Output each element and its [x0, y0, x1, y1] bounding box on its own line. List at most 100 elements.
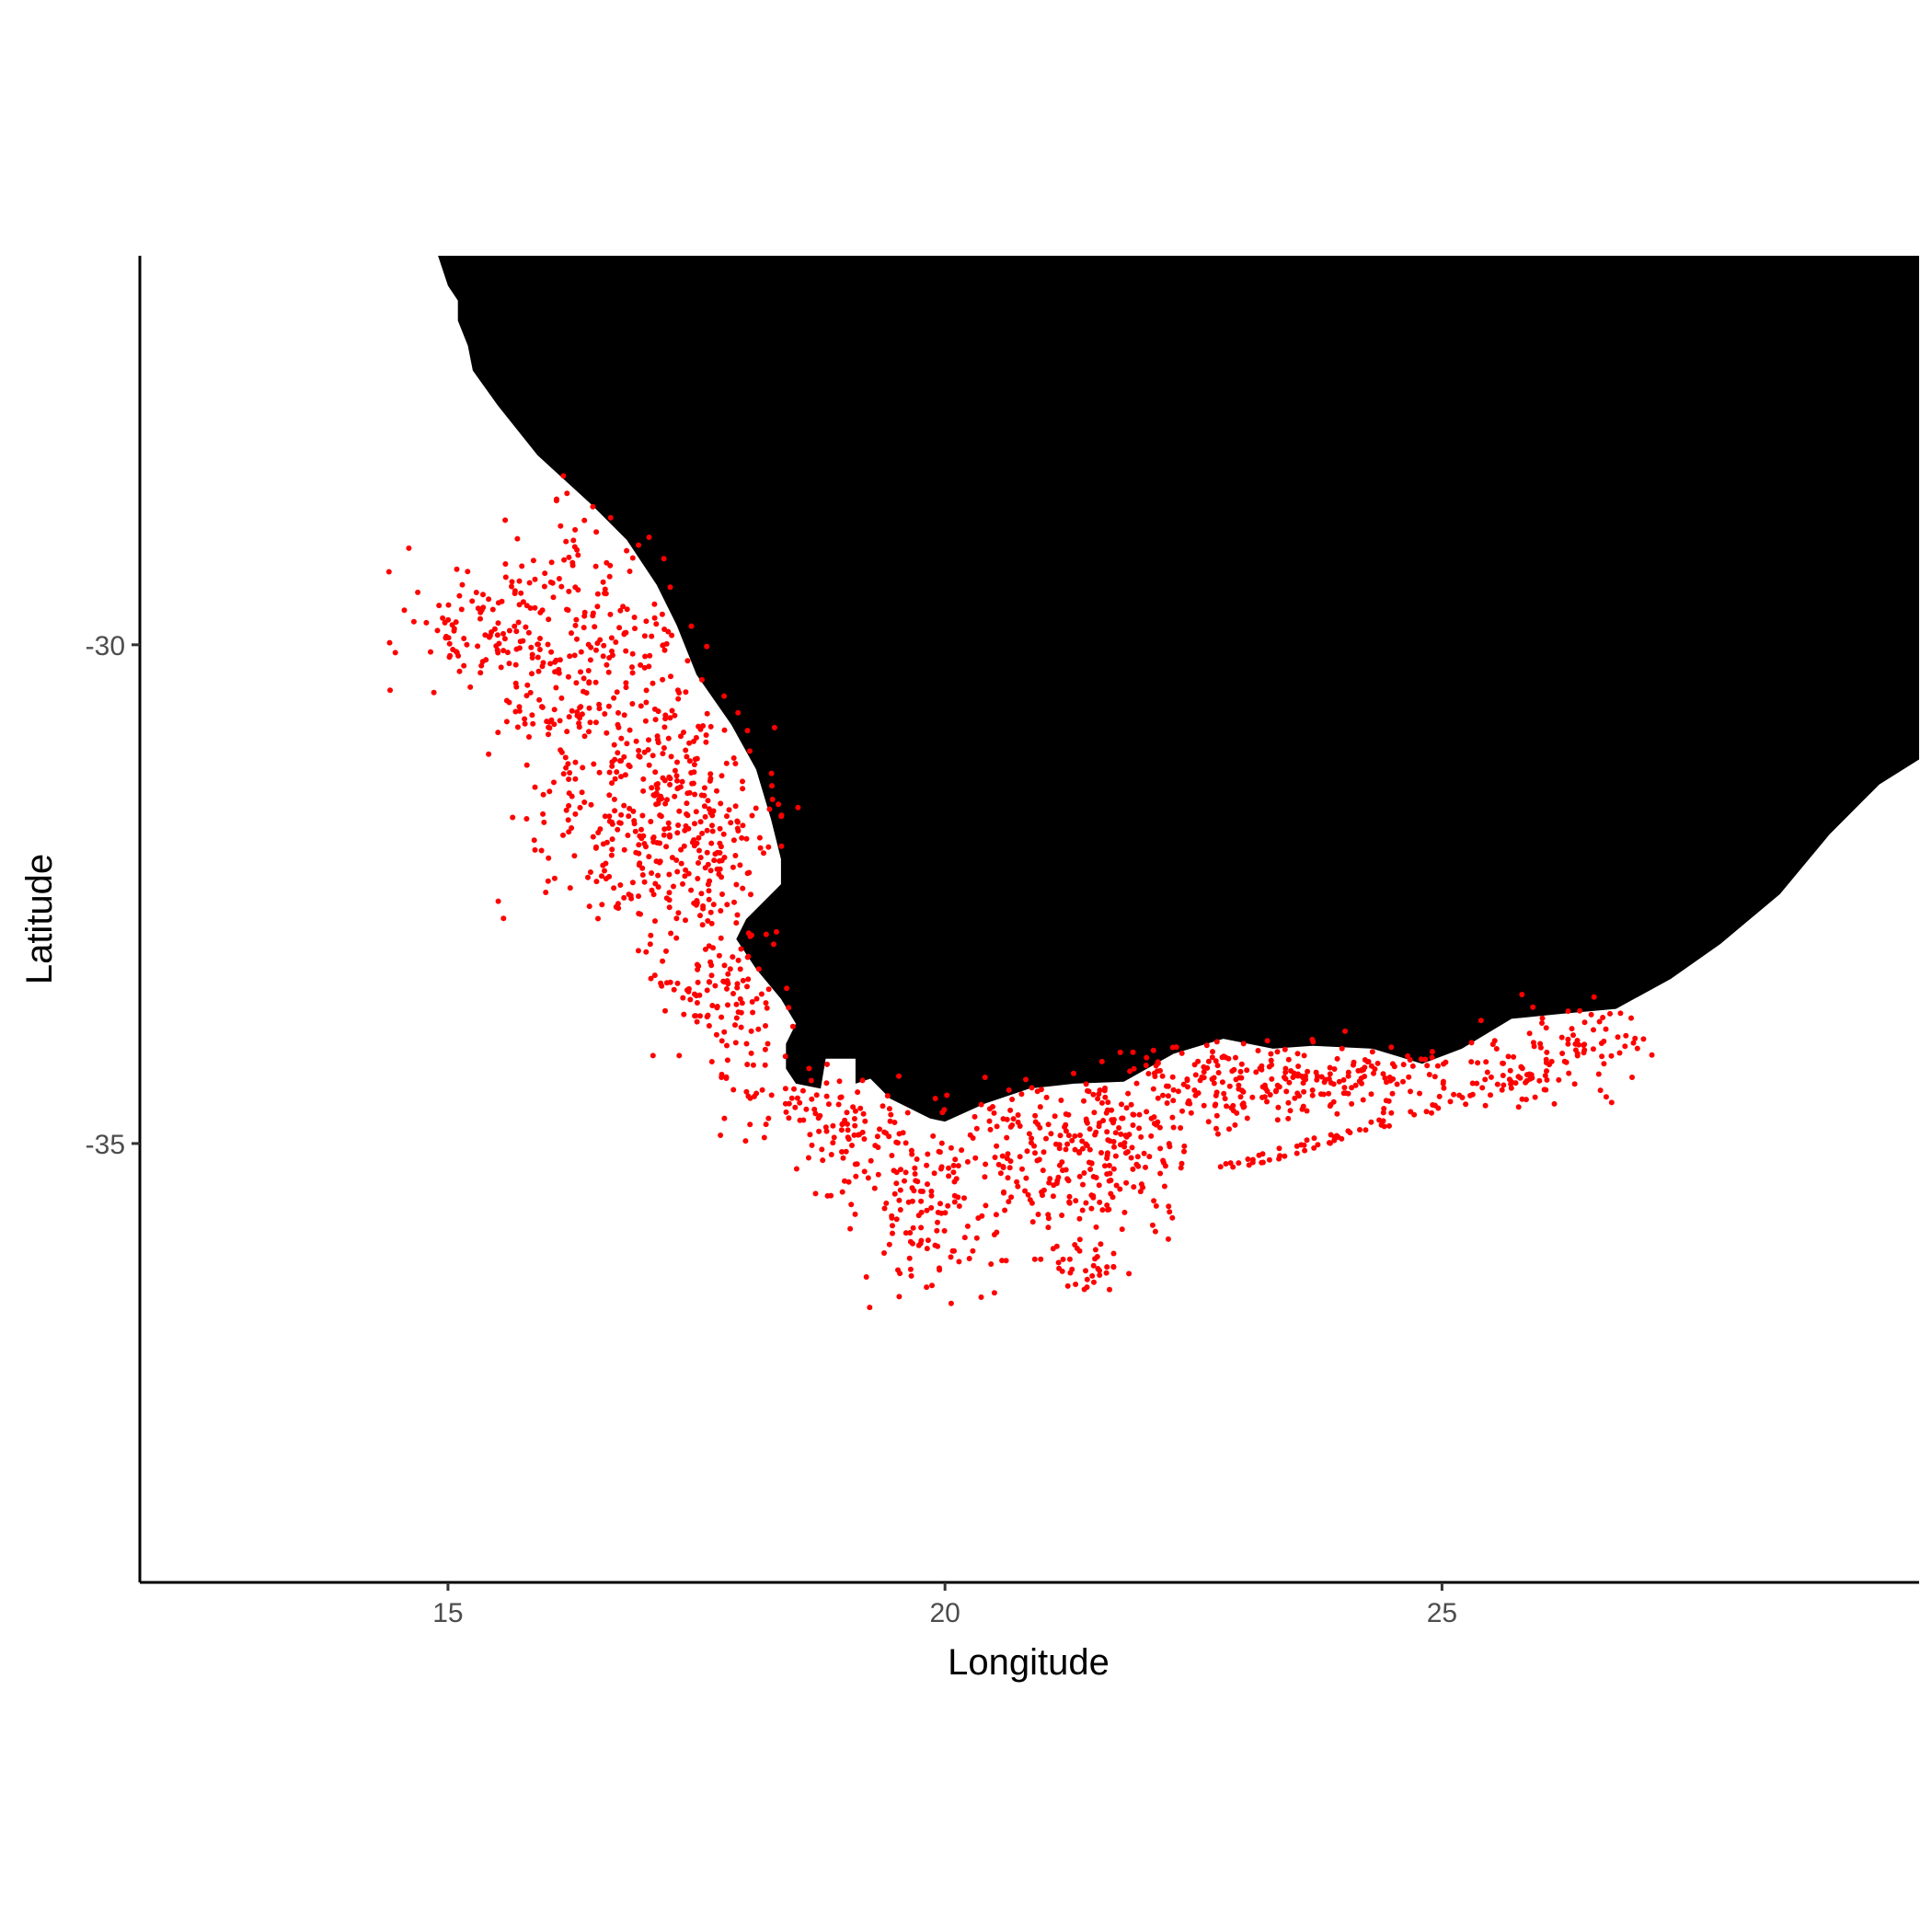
observation-point	[692, 756, 698, 763]
observation-point	[761, 850, 766, 857]
observation-point	[1336, 1078, 1342, 1085]
observation-point	[1095, 1266, 1101, 1271]
observation-point	[691, 843, 697, 849]
observation-point	[1577, 1007, 1583, 1014]
observation-point	[1191, 1087, 1198, 1093]
observation-point	[535, 654, 541, 661]
observation-point	[1565, 1008, 1571, 1015]
observation-point	[558, 583, 565, 590]
observation-point	[557, 657, 563, 663]
observation-point	[738, 946, 744, 952]
observation-point	[581, 688, 586, 695]
observation-point	[1565, 1036, 1571, 1042]
observation-point	[1170, 1098, 1177, 1104]
observation-point	[948, 1144, 954, 1151]
observation-point	[738, 1024, 744, 1030]
observation-point	[966, 1256, 972, 1261]
observation-point	[486, 751, 492, 757]
observation-point	[727, 966, 733, 972]
observation-point	[1507, 1067, 1513, 1074]
observation-point	[547, 579, 554, 585]
observation-point	[1181, 1143, 1188, 1149]
observation-point	[454, 566, 460, 572]
observation-point	[678, 860, 684, 867]
observation-point	[877, 1126, 882, 1133]
observation-point	[1110, 1263, 1117, 1270]
observation-point	[1407, 1057, 1413, 1063]
observation-point	[1081, 1170, 1087, 1176]
observation-point	[512, 623, 518, 629]
observation-point	[1188, 1110, 1194, 1116]
observation-point	[862, 1118, 868, 1124]
observation-point	[649, 870, 655, 876]
observation-point	[1360, 1097, 1366, 1103]
observation-point	[530, 558, 536, 564]
observation-point	[1201, 1069, 1207, 1075]
observation-point	[658, 980, 664, 986]
observation-point	[540, 811, 546, 817]
observation-point	[908, 1272, 914, 1279]
observation-point	[538, 847, 545, 854]
observation-point	[669, 855, 675, 861]
observation-point	[1102, 1163, 1108, 1169]
observation-point	[1150, 1047, 1156, 1053]
observation-point	[545, 641, 551, 648]
observation-point	[606, 769, 613, 776]
observation-point	[1213, 1125, 1219, 1132]
observation-point	[1105, 1207, 1110, 1213]
observation-point	[1056, 1265, 1063, 1271]
observation-point	[887, 1118, 893, 1124]
observation-point	[516, 602, 523, 608]
observation-point	[629, 670, 636, 676]
observation-point	[765, 986, 772, 993]
observation-point	[747, 1121, 753, 1128]
observation-point	[623, 684, 629, 691]
observation-point	[763, 1000, 769, 1006]
observation-point	[937, 1201, 943, 1207]
x-tick-label: 20	[929, 1598, 960, 1628]
observation-point	[569, 793, 575, 799]
observation-point	[1213, 1112, 1220, 1119]
observation-point	[789, 1023, 796, 1029]
observation-point	[627, 805, 633, 811]
observation-point	[611, 742, 617, 748]
observation-point	[929, 1282, 935, 1289]
observation-point	[601, 642, 607, 649]
observation-point	[847, 1225, 854, 1232]
observation-point	[1055, 1259, 1062, 1266]
observation-point	[1630, 1040, 1637, 1046]
observation-point	[401, 607, 408, 614]
observation-point	[1274, 1049, 1281, 1055]
observation-point	[594, 640, 601, 647]
observation-point	[1195, 1058, 1202, 1064]
observation-point	[1152, 1228, 1158, 1235]
observation-point	[1285, 1115, 1292, 1121]
observation-point	[684, 753, 690, 760]
observation-point	[768, 1092, 775, 1098]
observation-point	[624, 741, 630, 747]
observation-point	[652, 918, 658, 925]
observation-point	[1429, 1049, 1435, 1055]
observation-point	[522, 716, 528, 722]
observation-point	[1632, 1035, 1639, 1041]
observation-point	[651, 706, 658, 712]
observation-point	[1372, 1066, 1378, 1072]
observation-point	[636, 842, 642, 848]
observation-point	[961, 1235, 968, 1241]
observation-point	[616, 625, 623, 631]
observation-point	[666, 832, 673, 838]
observation-point	[886, 1133, 892, 1140]
observation-point	[695, 966, 701, 972]
observation-point	[458, 606, 465, 613]
observation-point	[959, 1147, 965, 1154]
observation-point	[1249, 1094, 1256, 1100]
observation-point	[851, 1132, 857, 1138]
observation-point	[1363, 1127, 1369, 1133]
observation-point	[602, 590, 607, 596]
observation-point	[669, 632, 675, 638]
observation-point	[723, 760, 730, 766]
observation-point	[792, 1104, 799, 1110]
observation-point	[540, 660, 546, 666]
observation-point	[734, 825, 741, 832]
observation-point	[1007, 1123, 1014, 1130]
